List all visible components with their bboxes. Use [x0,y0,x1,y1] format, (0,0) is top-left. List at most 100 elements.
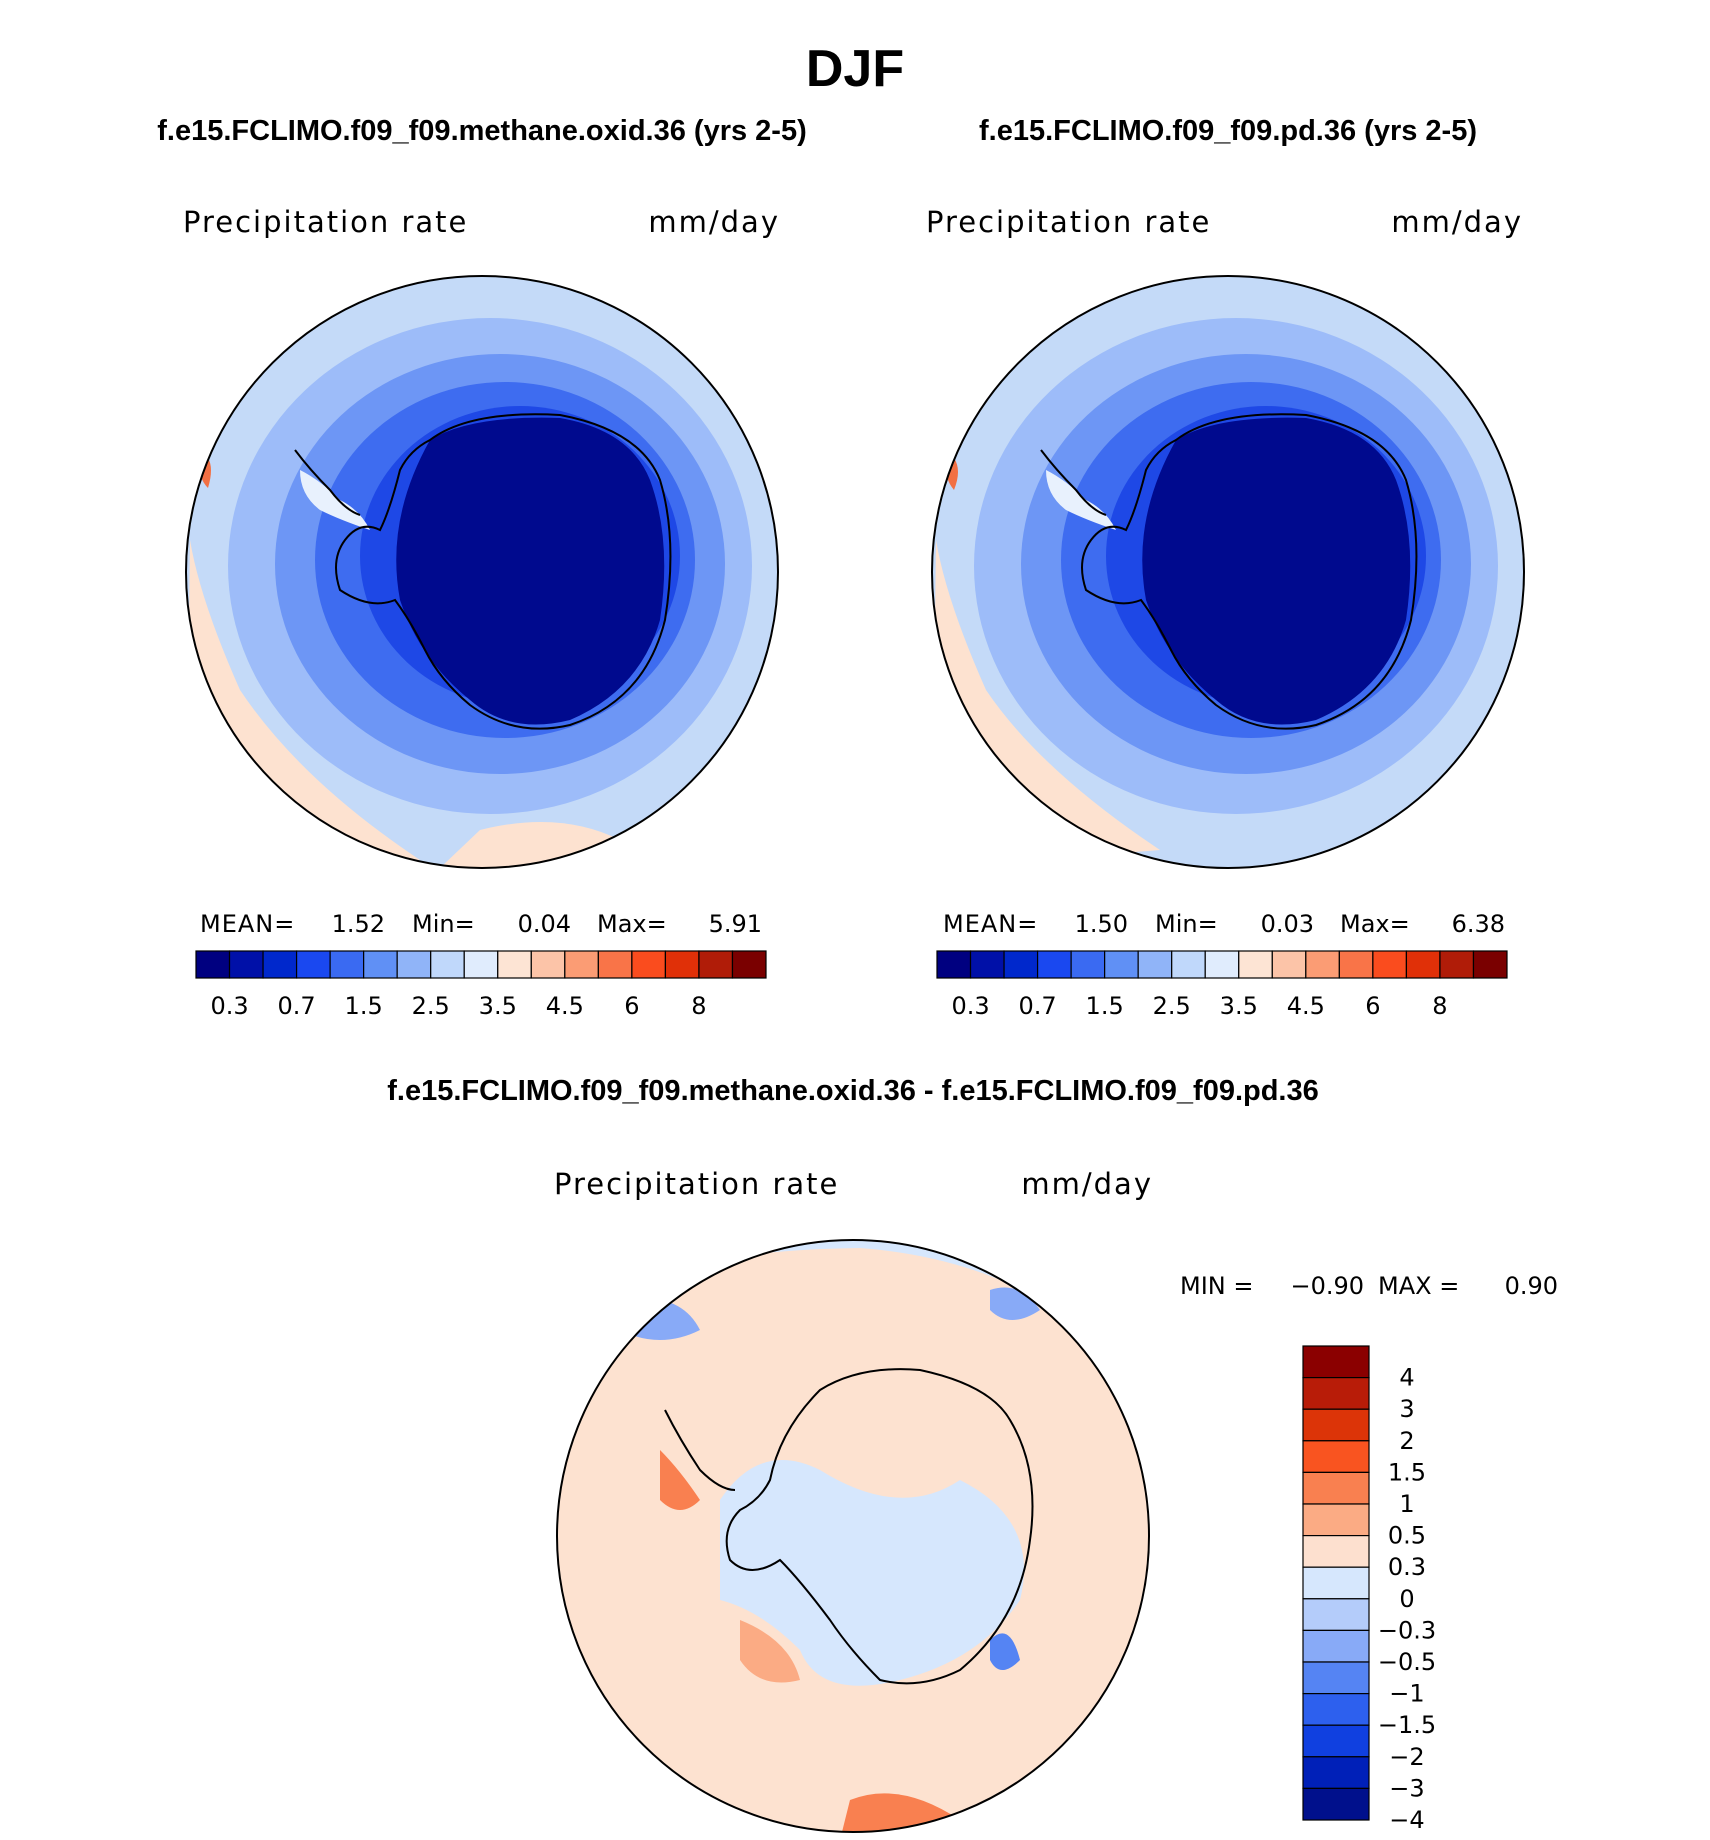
panel-a-colorbar-swatch [396,950,432,979]
panel-b-min-label: Min= [1155,910,1218,938]
panel-c-colorbar-swatch [1302,1787,1370,1821]
panel-a-colorbar-swatch [597,950,633,979]
panel-a-colorbar-tick-label: 0.3 [210,992,248,1020]
panel-a-colorbar: 0.3 0.7 1.5 2.5 3.5 4.5 6 8 [195,950,767,1020]
panel-b-field-peninsula [1046,470,1116,530]
panel-a-field-continent [396,417,665,725]
panel-b-mean-value: 1.50 [1075,910,1128,938]
panel-c-peninsula-coast [664,1409,736,1491]
panel-c-max-label: MAX = [1378,1272,1459,1300]
panel-b-colorbar-swatch [969,950,1005,979]
panel-b-colorbar-swatch [1104,950,1139,979]
panel-a-coastline [335,413,672,730]
panel-a-colorbar-swatch [497,950,532,979]
panel-b-min-value: 0.03 [1261,910,1314,938]
panel-a-colorbar-swatch [698,950,734,979]
panel-b-mean-label: MEAN= [943,910,1038,938]
panel-a-colorbar-swatch [530,950,566,979]
panel-c-colorbar-tick-label: 0.5 [1388,1522,1426,1550]
panel-b-variable: Precipitation rate [926,205,1211,239]
panel-b-colorbar-swatch [1271,950,1307,979]
panel-a-colorbar-tick-label: 6 [624,992,639,1020]
panel-c-colorbar-swatch [1302,1471,1370,1505]
panel-a-map-border [185,275,779,869]
panel-b-max-value: 6.38 [1452,910,1505,938]
panel-c-colorbar-tick-label: 0 [1399,1585,1414,1613]
panel-a-title: f.e15.FCLIMO.f09_f09.methane.oxid.36 (yr… [157,115,807,147]
panel-c-colorbar-tick-label: −3 [1389,1774,1424,1802]
panel-c-colorbar-swatch [1302,1408,1370,1442]
panel-c-max-value: 0.90 [1505,1272,1558,1300]
panel-b-title: f.e15.FCLIMO.f09_f09.pd.36 (yrs 2-5) [979,115,1477,147]
panel-a-colorbar-tick-label: 3.5 [479,992,517,1020]
panel-b-colorbar-swatch [1003,950,1039,979]
panel-c-colorbar-tick-label: 3 [1399,1395,1414,1423]
panel-c-colorbar-swatch [1302,1440,1370,1474]
panel-b-peninsula-coast [1040,449,1107,516]
panel-a-colorbar-swatch [329,950,365,979]
panel-b-colorbar-tick-label: 2.5 [1153,992,1191,1020]
panel-c-colorbar-swatch [1302,1661,1370,1695]
panel-b-colorbar-swatch [1305,950,1340,979]
panel-b-colorbar-swatch [1338,950,1374,979]
panel-c-colorbar-swatch [1302,1534,1370,1568]
panel-a-colorbar-tick-label: 2.5 [412,992,450,1020]
panel-c-title: f.e15.FCLIMO.f09_f09.methane.oxid.36 - f… [387,1075,1319,1107]
panel-b-max-label: Max= [1340,910,1410,938]
panel-a-field-peninsula [300,470,370,530]
panel-c-colorbar-swatch [1302,1503,1370,1537]
panel-c-colorbar-tick-label: 0.3 [1388,1553,1426,1581]
panel-a-colorbar-tick-label: 4.5 [546,992,584,1020]
panel-b-map [932,276,1524,868]
panel-a-colorbar-swatch [463,950,499,979]
panel-pd: f.e15.FCLIMO.f09_f09.pd.36 (yrs 2-5) Pre… [926,115,1525,1020]
panel-c-colorbar-tick-label: 1.5 [1388,1458,1426,1486]
panel-a-peninsula-coast [294,449,361,516]
panel-c-colorbar-tick-label: −4 [1389,1806,1424,1834]
panel-c-colorbar-tick-label: −1.5 [1378,1711,1436,1739]
panel-b-colorbar-tick-label: 4.5 [1287,992,1325,1020]
panel-b-field-continent [1142,417,1411,725]
panel-c-colorbar-swatch [1302,1598,1370,1632]
panel-a-min-value: 0.04 [518,910,571,938]
panel-b-colorbar: 0.3 0.7 1.5 2.5 3.5 4.5 6 8 [936,950,1508,1020]
panel-b-colorbar-swatch [1238,950,1273,979]
panel-c-colorbar-tick-label: 2 [1399,1427,1414,1455]
panel-b-colorbar-swatch [1204,950,1240,979]
season-title: DJF [806,40,904,98]
panel-a-units: mm/day [648,205,780,239]
panel-a-colorbar-swatch [430,950,465,979]
panel-a-mean-label: MEAN= [200,910,295,938]
panel-c-colorbar-tick-label: 1 [1399,1490,1414,1518]
panel-b-colorbar-swatch [1372,950,1408,979]
panel-a-colorbar-swatch [631,950,667,979]
panel-a-colorbar-swatch [564,950,599,979]
panel-a-mean-value: 1.52 [332,910,385,938]
panel-c-colorbar-tick-label: −1 [1389,1680,1424,1708]
panel-c-colorbar-swatch [1302,1566,1370,1600]
panel-b-colorbar-swatch [1070,950,1106,979]
panel-b-colorbar-tick-label: 8 [1432,992,1447,1020]
panel-c-colorbar-tick-label: −2 [1389,1743,1424,1771]
panel-c-min-label: MIN = [1180,1272,1253,1300]
panel-b-colorbar-swatch [936,950,972,979]
panel-b-colorbar-swatch [1405,950,1441,979]
panel-b-colorbar-swatch [1439,950,1475,979]
panel-a-colorbar-tick-label: 0.7 [278,992,316,1020]
panel-difference: f.e15.FCLIMO.f09_f09.methane.oxid.36 - f… [387,1075,1558,1834]
panel-c-colorbar-swatch [1302,1756,1370,1790]
panel-c-colorbar-tick-label: −0.5 [1378,1648,1436,1676]
panel-b-colorbar-tick-label: 6 [1365,992,1380,1020]
panel-a-colorbar-swatch [363,950,398,979]
panel-c-field-pos-patch-1 [740,1620,800,1683]
panel-c-map [557,1240,1149,1832]
panel-methane-oxid: f.e15.FCLIMO.f09_f09.methane.oxid.36 (yr… [157,115,807,1020]
panel-b-colorbar-tick-label: 1.5 [1086,992,1124,1020]
panel-a-colorbar-swatch [228,950,264,979]
panel-a-colorbar-swatch [295,950,331,979]
panel-c-colorbar-tick-label: −0.3 [1378,1616,1436,1644]
panel-a-colorbar-swatch [262,950,298,979]
panel-a-colorbar-swatch [195,950,231,979]
panel-c-map-border [556,1239,1150,1833]
